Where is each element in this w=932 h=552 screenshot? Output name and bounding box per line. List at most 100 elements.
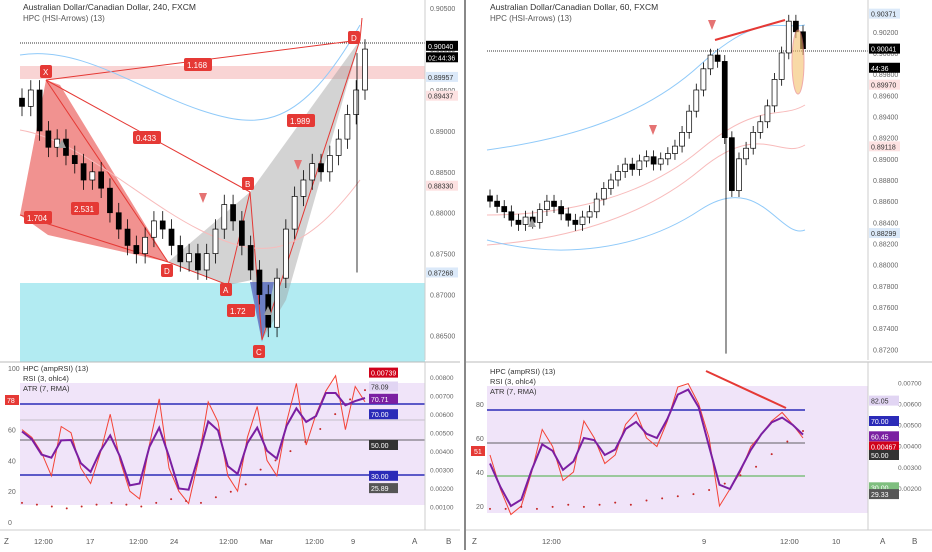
left-candle: [326, 155, 333, 173]
left-pattern-red: [20, 80, 168, 262]
right-divergence-line: [714, 19, 786, 41]
left-indicator-tag: [369, 440, 398, 450]
left-indicator-tag-text: 25.89: [371, 486, 389, 493]
left-time-label: 12:00: [219, 537, 238, 546]
left-arrow-up-icon-2: [264, 306, 272, 315]
right-candle: [707, 54, 714, 70]
left-arrow-up-icon: [58, 139, 66, 148]
right-price-tag: [869, 79, 900, 90]
left-time-axis[interactable]: 12:00 17 12:00 24 12:00 Mar 12:00 9: [34, 537, 355, 546]
right-atr-dot: [520, 505, 523, 508]
left-auto-scale-button[interactable]: A: [412, 537, 418, 546]
right-indicator-tag-text: 70.00: [871, 419, 889, 426]
right-candle: [522, 216, 529, 225]
right-amp-rsi-series: [489, 388, 804, 508]
left-price-tag: [426, 40, 458, 51]
left-ratio-badge: [24, 211, 52, 224]
left-atr-dot: [319, 427, 322, 430]
left-candle: [36, 89, 43, 132]
left-ratio-text: 1.72: [230, 307, 246, 316]
left-price-tags: 0.90040 02:44:36 0.89957 0.89437 0.88330 0.87…: [426, 40, 458, 278]
right-time-label: 12:00: [542, 537, 561, 546]
left-pattern-point-B: [242, 177, 254, 190]
left-candle: [142, 236, 148, 254]
left-candle: [239, 220, 245, 246]
right-atr-tick: 0.00600: [898, 402, 922, 409]
right-atr-dot: [786, 440, 789, 443]
right-log-scale-button[interactable]: B: [912, 537, 917, 546]
left-atr-dot: [229, 490, 232, 493]
right-price-tags: 0.90371 0.90041 44:36 0.89970 0.89118 0.88299: [869, 8, 900, 239]
left-amp-rsi-series: [21, 392, 366, 491]
right-zoom-button[interactable]: Z: [472, 537, 477, 546]
right-atr-axis[interactable]: 0.00700 0.00600 0.00500 0.00400 0.00300 0.002…: [898, 381, 922, 493]
left-ratio-badge: [184, 58, 212, 71]
right-candle: [508, 211, 515, 221]
left-candle: [124, 228, 131, 246]
left-price-tick: 0.88000: [430, 211, 455, 218]
left-price-tag: [426, 267, 458, 278]
left-zoom-button[interactable]: Z: [4, 537, 9, 546]
right-indicator-label-1: HPC (ampRSI) (13): [490, 367, 556, 376]
left-pattern-point-D: [161, 264, 173, 277]
left-pattern-point-label: C: [256, 348, 262, 357]
left-atr-dot: [274, 459, 277, 462]
left-candle: [282, 228, 289, 279]
right-price-tag: [869, 43, 900, 54]
left-candle: [291, 196, 298, 230]
right-candle: [515, 219, 522, 225]
right-price-tag-text: 0.88299: [871, 231, 896, 238]
left-ratio-text: 1.989: [290, 117, 311, 126]
left-time-label: 12:00: [305, 537, 324, 546]
right-candle: [736, 158, 742, 191]
left-candle: [256, 269, 263, 295]
right-price-axis[interactable]: 0.90200 0.90000 0.89800 0.89600 0.89400 0.892…: [873, 30, 898, 355]
left-pattern-point-label: D: [351, 34, 357, 43]
left-indicator-tag: [369, 381, 398, 392]
right-atr-dot: [535, 507, 538, 510]
left-candle: [54, 138, 61, 148]
right-candle: [743, 147, 749, 160]
left-candle: [186, 253, 192, 263]
right-chart-title: Australian Dollar/Canadian Dollar, 60, F…: [490, 2, 658, 12]
right-candle: [636, 160, 643, 170]
left-candle: [71, 155, 78, 164]
right-rsi-axis[interactable]: 80 60 40 20: [476, 402, 484, 511]
right-candle: [558, 206, 564, 215]
left-candle: [309, 163, 316, 181]
right-atr-dot: [614, 501, 617, 504]
right-atr-dot: [708, 488, 711, 491]
right-price-tick: 0.89200: [873, 136, 898, 143]
right-indicator-tag-text: 50.00: [871, 453, 889, 460]
right-time-axis[interactable]: 12:00 9 12:00 10: [542, 537, 840, 546]
right-rsi-divergence-line: [705, 370, 787, 409]
right-atr-tick: 0.00700: [898, 381, 922, 388]
left-log-scale-button[interactable]: B: [446, 537, 451, 546]
left-indicator-label-3: ATR (7, RMA): [23, 384, 70, 393]
right-candle: [650, 156, 657, 165]
left-ratio-badge: [227, 304, 255, 317]
right-candle: [729, 137, 735, 191]
right-atr-dot: [802, 429, 804, 432]
right-indicator-tag-text: 30.00: [871, 485, 889, 492]
left-candle: [45, 130, 52, 148]
right-atr-dot: [692, 493, 695, 496]
left-time-label: Mar: [260, 537, 273, 546]
right-atr-dot: [489, 507, 491, 510]
right-auto-scale-button[interactable]: A: [880, 537, 886, 546]
right-price-tag-text: 44:36: [871, 66, 889, 73]
left-candle: [115, 212, 122, 230]
left-atr-axis[interactable]: 0.00800 0.00700 0.00600 0.00500 0.00400 0.003…: [430, 375, 454, 511]
left-candle: [168, 228, 175, 246]
left-atr-tick: 0.00100: [430, 505, 454, 512]
right-candle: [565, 213, 572, 221]
right-price-tick: 0.88000: [873, 263, 898, 270]
right-atr-tick: 0.00200: [898, 486, 922, 493]
right-arrow-down-icon: [708, 20, 716, 30]
right-atr-tick: 0.00300: [898, 465, 922, 472]
right-atr-series: [489, 429, 804, 510]
left-atr-tick: 0.00800: [430, 375, 454, 382]
left-atr-dot: [140, 505, 143, 508]
